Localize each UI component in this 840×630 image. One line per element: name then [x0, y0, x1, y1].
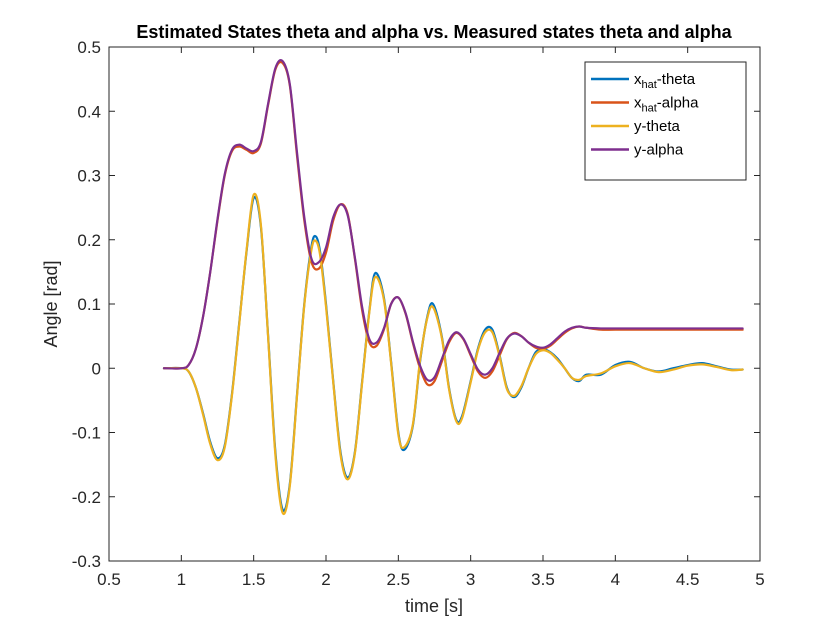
x-tick-label: 3 [466, 570, 475, 589]
legend-label: xhat-alpha [634, 95, 699, 115]
chart-title: Estimated States theta and alpha vs. Mea… [136, 22, 732, 42]
y-tick-label: -0.2 [72, 488, 101, 507]
legend-box [584, 61, 747, 181]
y-ticks: -0.3 -0.2 -0.1 0 0.1 0.2 0.3 0.4 0.5 [72, 38, 760, 571]
x-tick-label: 0.5 [97, 570, 121, 589]
y-tick-label: 0.5 [77, 38, 101, 57]
x-tick-label: 2 [321, 570, 330, 589]
x-tick-label: 4 [611, 570, 620, 589]
x-tick-label: 3.5 [531, 570, 555, 589]
x-tick-label: 1.5 [242, 570, 266, 589]
x-tick-label: 2.5 [387, 570, 411, 589]
y-tick-label: 0.1 [77, 295, 101, 314]
legend-label: y-alpha [634, 142, 684, 159]
x-tick-label: 1 [177, 570, 186, 589]
y-tick-label: 0 [92, 359, 101, 378]
y-tick-label: 0.4 [77, 102, 101, 121]
series-layer [162, 59, 744, 516]
series-line-y-theta [162, 192, 744, 516]
legend-label: y-theta [634, 118, 681, 135]
x-ticks: 0.5 1 1.5 2 2.5 3 3.5 4 4.5 5 [97, 47, 765, 589]
x-tick-label: 4.5 [676, 570, 700, 589]
legend-label: xhat-theta [634, 71, 696, 91]
y-axis-label: Angle [rad] [41, 260, 61, 347]
series-line-y-alpha [162, 59, 744, 382]
x-tick-label: 5 [755, 570, 764, 589]
y-tick-label: -0.3 [72, 552, 101, 571]
x-axis-label: time [s] [405, 596, 463, 616]
y-tick-label: 0.3 [77, 167, 101, 186]
legend: xhat-theta xhat-alpha y-theta y-alpha [584, 61, 747, 181]
y-tick-label: -0.1 [72, 424, 101, 443]
y-tick-label: 0.2 [77, 231, 101, 250]
